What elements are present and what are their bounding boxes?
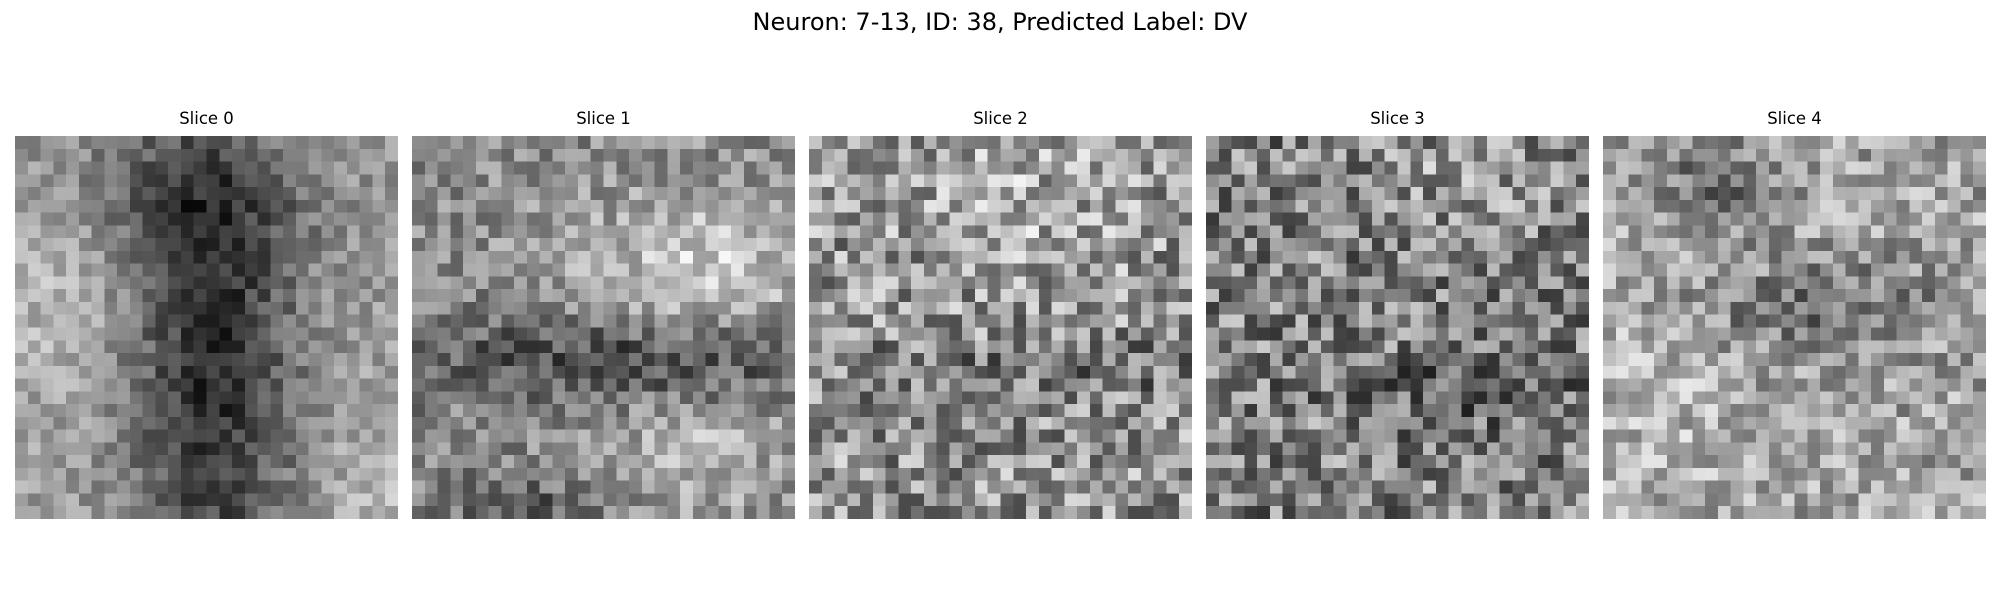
- slice-panel-0: Slice 0: [15, 108, 398, 519]
- slice-panel-1: Slice 1: [412, 108, 795, 519]
- slice-image-1: [412, 136, 795, 519]
- slice-image-3: [1206, 136, 1589, 519]
- slice-image-2: [809, 136, 1192, 519]
- slice-title-3: Slice 3: [1370, 109, 1425, 128]
- figure-title: Neuron: 7-13, ID: 38, Predicted Label: D…: [752, 8, 1248, 36]
- slice-panel-2: Slice 2: [809, 108, 1192, 519]
- slice-title-1: Slice 1: [576, 109, 631, 128]
- slice-image-4: [1603, 136, 1986, 519]
- slice-title-0: Slice 0: [179, 109, 234, 128]
- slice-panel-3: Slice 3: [1206, 108, 1589, 519]
- slice-title-4: Slice 4: [1767, 109, 1822, 128]
- slice-title-2: Slice 2: [973, 109, 1028, 128]
- slice-panel-4: Slice 4: [1603, 108, 1986, 519]
- slice-image-0: [15, 136, 398, 519]
